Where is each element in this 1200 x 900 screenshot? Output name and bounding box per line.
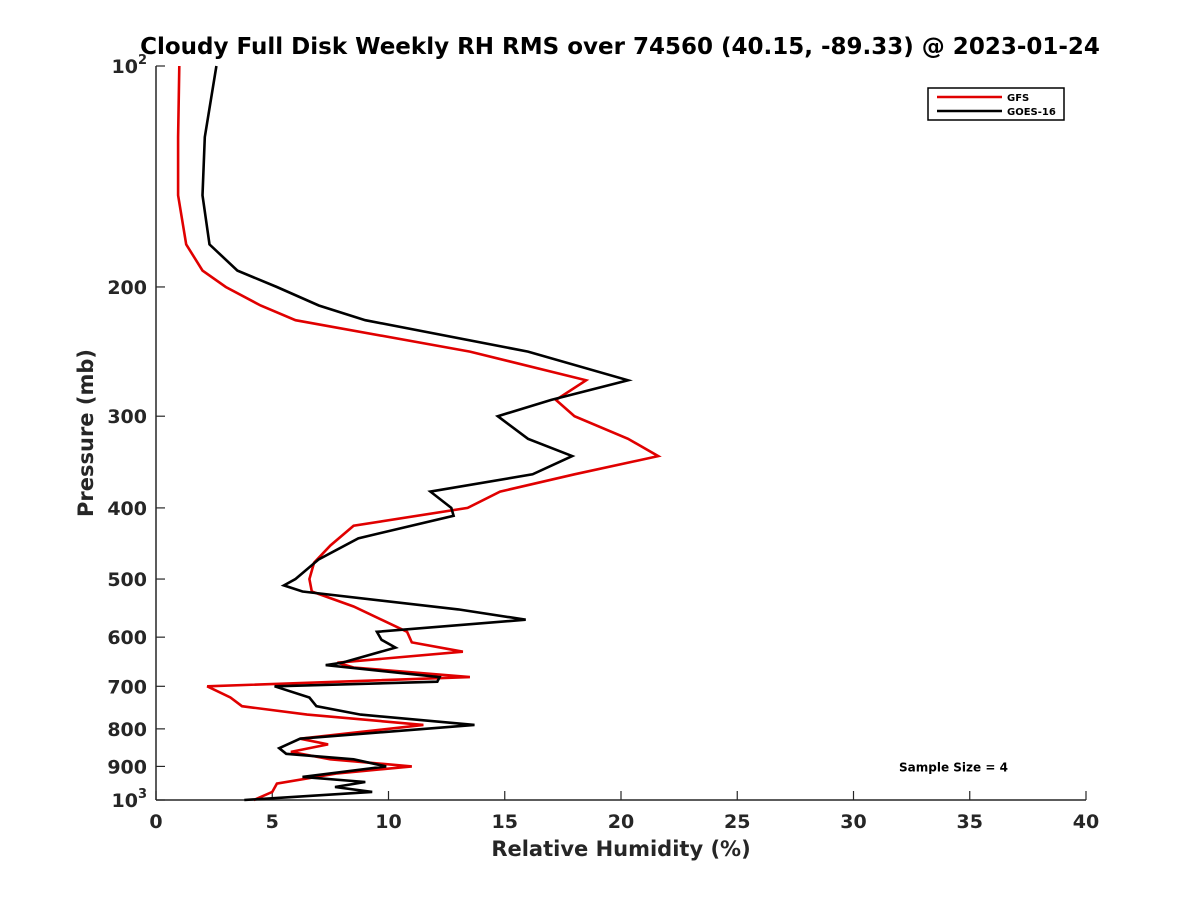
x-tick-label: 10 xyxy=(375,811,401,833)
y-axis-label: Pressure (mb) xyxy=(74,349,98,517)
x-tick-label: 5 xyxy=(266,811,279,833)
x-axis-label: Relative Humidity (%) xyxy=(491,837,750,861)
y-tick-label: 900 xyxy=(107,756,147,778)
y-tick-label-base: 900 xyxy=(107,756,147,778)
y-tick-label-base: 10 xyxy=(112,790,138,812)
y-tick-label-base: 800 xyxy=(107,719,147,741)
y-tick-label: 400 xyxy=(107,498,147,520)
x-tick-label: 25 xyxy=(724,811,750,833)
legend-box xyxy=(927,87,1065,121)
y-tick-label: 300 xyxy=(107,406,147,428)
y-tick-label: 700 xyxy=(107,676,147,698)
y-tick-label-base: 10 xyxy=(112,56,138,78)
x-tick-label: 30 xyxy=(840,811,866,833)
y-tick-label-exponent: 2 xyxy=(138,53,147,68)
x-tick-label: 20 xyxy=(608,811,634,833)
y-tick-label: 102 xyxy=(112,53,148,78)
series-line-gfs xyxy=(176,65,662,802)
x-tick-label: 15 xyxy=(492,811,518,833)
sample-size-annotation: Sample Size = 4 xyxy=(899,760,1008,774)
y-tick-label-base: 200 xyxy=(107,277,147,299)
y-tick-label-base: 300 xyxy=(107,406,147,428)
legend-entry-gfs: GFS xyxy=(1007,93,1029,104)
plot-area xyxy=(155,66,1086,801)
y-tick-label-base: 500 xyxy=(107,569,147,591)
y-tick-label: 103 xyxy=(112,787,148,812)
y-tick-label: 800 xyxy=(107,719,147,741)
x-ticks: 0 5 10 15 20 25 30 35 40 xyxy=(149,791,1099,833)
y-tick-label-exponent: 3 xyxy=(138,787,147,802)
chart-title: Cloudy Full Disk Weekly RH RMS over 7456… xyxy=(140,34,1100,60)
series-group xyxy=(176,65,662,802)
y-tick-label-base: 400 xyxy=(107,498,147,520)
y-tick-label: 600 xyxy=(107,627,147,649)
x-tick-label: 35 xyxy=(957,811,983,833)
y-tick-label: 200 xyxy=(107,277,147,299)
y-tick-label-base: 600 xyxy=(107,627,147,649)
x-tick-label: 0 xyxy=(149,811,162,833)
x-tick-label: 40 xyxy=(1073,811,1099,833)
legend: GFS GOES-16 xyxy=(927,87,1065,121)
legend-entry-goes16: GOES-16 xyxy=(1007,107,1056,118)
y-tick-label-base: 700 xyxy=(107,676,147,698)
series-line-goes16 xyxy=(201,65,633,802)
y-tick-label: 500 xyxy=(107,569,147,591)
